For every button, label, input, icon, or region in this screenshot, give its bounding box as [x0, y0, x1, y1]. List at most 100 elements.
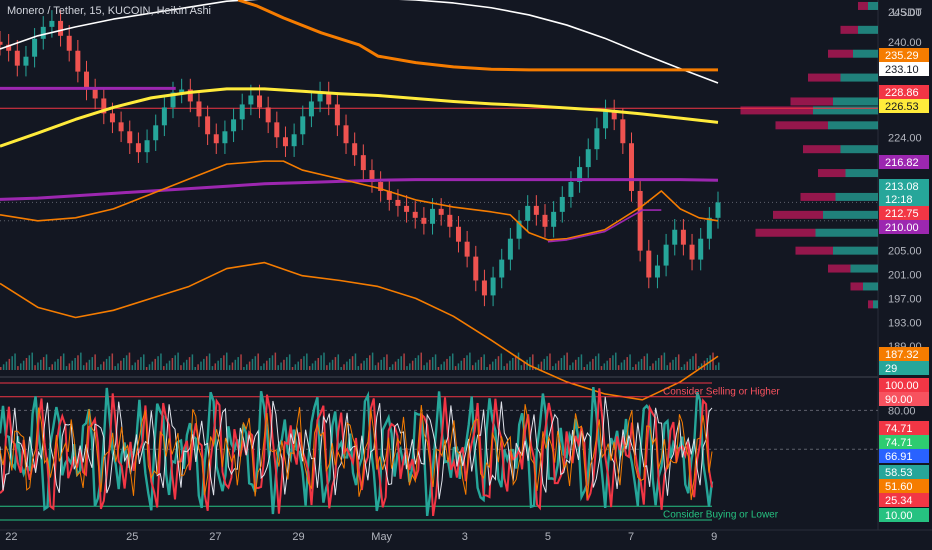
candle-body[interactable]: [525, 205, 531, 221]
zone-label: Consider Selling or Higher: [663, 387, 780, 398]
candle-body[interactable]: [109, 113, 115, 123]
candle-body[interactable]: [282, 137, 288, 147]
candle-body[interactable]: [170, 92, 176, 108]
candle-body[interactable]: [343, 125, 349, 144]
candle-body[interactable]: [577, 167, 583, 183]
volume-bar: [434, 354, 437, 370]
candle-body[interactable]: [58, 20, 64, 36]
volume-bar: [640, 358, 643, 370]
candle-body[interactable]: [551, 211, 557, 227]
candle-body[interactable]: [179, 89, 185, 93]
candle-body[interactable]: [533, 205, 539, 215]
candle-body[interactable]: [654, 265, 660, 278]
candle-body[interactable]: [32, 38, 38, 57]
candle-body[interactable]: [559, 196, 565, 212]
volume-bar: [683, 364, 686, 370]
candle-body[interactable]: [265, 107, 271, 123]
candle-body[interactable]: [568, 182, 574, 197]
candle-body[interactable]: [257, 95, 263, 108]
candle-body[interactable]: [135, 143, 141, 153]
candle-body[interactable]: [412, 211, 418, 218]
candle-body[interactable]: [585, 149, 591, 168]
candle-body[interactable]: [507, 238, 513, 260]
candle-body[interactable]: [430, 208, 436, 224]
candle-body[interactable]: [196, 101, 202, 117]
candle-body[interactable]: [300, 116, 306, 135]
candle-body[interactable]: [40, 26, 46, 39]
candle-body[interactable]: [378, 182, 384, 191]
volume-bar: [314, 360, 317, 370]
candle-body[interactable]: [499, 259, 505, 278]
candle-body[interactable]: [706, 217, 712, 239]
candle-body[interactable]: [490, 277, 496, 296]
candle-body[interactable]: [672, 229, 678, 245]
candle-body[interactable]: [308, 101, 314, 117]
candle-body[interactable]: [620, 119, 626, 144]
candle-body[interactable]: [0, 41, 3, 45]
candle-body[interactable]: [698, 238, 704, 260]
candle-body[interactable]: [603, 110, 609, 129]
candle-body[interactable]: [213, 134, 219, 144]
candle-body[interactable]: [447, 214, 453, 227]
volume-bar: [715, 365, 717, 370]
candle-body[interactable]: [274, 122, 280, 138]
candle-body[interactable]: [291, 134, 297, 147]
volume-bar: [157, 356, 159, 370]
candle-body[interactable]: [611, 110, 617, 120]
candle-body[interactable]: [49, 20, 55, 27]
candle-body[interactable]: [421, 217, 427, 224]
candle-body[interactable]: [369, 170, 375, 183]
volume-bar: [489, 364, 491, 370]
profile-bar-buy: [850, 264, 878, 273]
candle-body[interactable]: [153, 125, 159, 141]
candle-body[interactable]: [473, 256, 479, 281]
candle-body[interactable]: [404, 205, 410, 212]
volume-bar: [566, 352, 568, 370]
candle-body[interactable]: [594, 128, 600, 150]
candle-body[interactable]: [464, 241, 470, 257]
candle-body[interactable]: [66, 35, 72, 51]
candle-body[interactable]: [481, 280, 487, 296]
candle-body[interactable]: [239, 104, 245, 120]
volume-bar: [632, 367, 634, 370]
candle-body[interactable]: [23, 56, 29, 66]
candle-body[interactable]: [516, 220, 522, 239]
candle-body[interactable]: [326, 92, 332, 105]
candle-body[interactable]: [352, 143, 358, 156]
candle-body[interactable]: [360, 155, 366, 171]
candle-body[interactable]: [222, 131, 228, 144]
candle-body[interactable]: [144, 140, 150, 153]
candle-body[interactable]: [455, 226, 461, 242]
candle-body[interactable]: [231, 119, 237, 132]
candle-body[interactable]: [689, 244, 695, 260]
candle-body[interactable]: [438, 208, 444, 215]
candle-body[interactable]: [542, 214, 548, 227]
candle-body[interactable]: [334, 104, 340, 126]
candle-body[interactable]: [187, 89, 193, 102]
candle-body[interactable]: [386, 190, 392, 200]
candle-body[interactable]: [715, 202, 721, 218]
oscillator-panel[interactable]: Consider Selling or Higher Consider Buyin…: [0, 382, 878, 521]
candle-body[interactable]: [680, 229, 686, 245]
candle-body[interactable]: [248, 95, 254, 105]
volume-bar: [328, 362, 331, 370]
candle-body[interactable]: [75, 50, 81, 72]
candle-body[interactable]: [395, 199, 401, 206]
candle-body[interactable]: [6, 44, 12, 51]
candle-body[interactable]: [127, 131, 133, 144]
volume-bar: [203, 358, 205, 370]
candle-body[interactable]: [101, 98, 107, 114]
candle-body[interactable]: [84, 71, 90, 90]
candle-body[interactable]: [317, 92, 323, 102]
candle-body[interactable]: [646, 250, 652, 278]
candle-body[interactable]: [637, 190, 643, 251]
candle-body[interactable]: [14, 50, 20, 66]
candle-body[interactable]: [161, 107, 167, 126]
volume-bar: [254, 356, 257, 370]
candle-body[interactable]: [628, 143, 634, 191]
candle-body[interactable]: [205, 116, 211, 135]
candle-body[interactable]: [92, 89, 98, 99]
candle-body[interactable]: [663, 244, 669, 266]
candle-body[interactable]: [118, 122, 124, 132]
